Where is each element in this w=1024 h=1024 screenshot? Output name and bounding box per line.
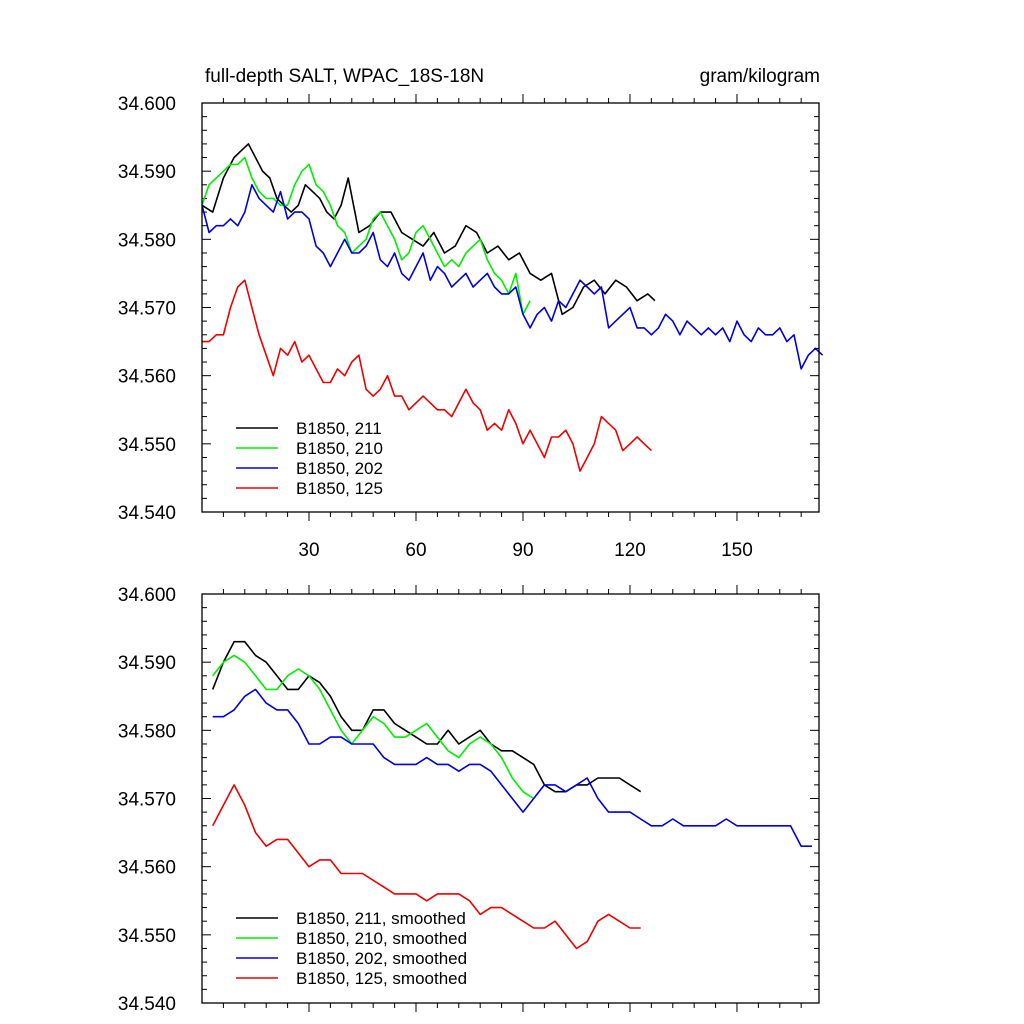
top-panel-ticks	[202, 94, 819, 521]
bottom-y-tick-label-34590: 34.590	[118, 653, 176, 674]
bottom-series-line-125	[211, 784, 641, 950]
top-panel-legend: B1850, 211 B1850, 210 B1850, 202 B1850, …	[236, 419, 383, 498]
top-series-line-211	[201, 143, 656, 316]
bottom-panel-y-tick-labels: 34.540 34.550 34.560 34.570 34.580 34.59…	[118, 585, 176, 1015]
top-panel: full-depth SALT, WPAC_18S-18N gram/kilog…	[118, 66, 824, 561]
top-legend-label-210: B1850, 210	[296, 439, 383, 458]
top-panel-x-tick-labels: 30 60 90 120 150	[298, 540, 752, 561]
top-series-line-210	[201, 156, 531, 316]
top-y-tick-label-34580: 34.580	[118, 230, 176, 251]
bottom-legend-label-210: B1850, 210, smoothed	[296, 929, 467, 948]
top-panel-title: full-depth SALT, WPAC_18S-18N	[205, 66, 484, 87]
top-panel-units: gram/kilogram	[700, 66, 820, 87]
top-series-line-202	[201, 184, 824, 370]
bottom-y-tick-label-34600: 34.600	[118, 585, 176, 606]
bottom-panel-frame	[201, 593, 820, 1004]
bottom-series-line-211	[211, 640, 642, 793]
top-series-line-125	[202, 279, 652, 472]
top-x-tick-label-120: 120	[614, 540, 646, 561]
bottom-panel: 34.540 34.550 34.560 34.570 34.580 34.59…	[118, 585, 820, 1015]
top-panel-frame	[201, 102, 820, 513]
top-panel-series	[201, 143, 824, 472]
bottom-legend-label-202: B1850, 202, smoothed	[296, 949, 467, 968]
top-y-tick-label-34590: 34.590	[118, 162, 176, 183]
top-x-tick-label-150: 150	[721, 540, 753, 561]
top-legend-label-211: B1850, 211	[296, 419, 382, 438]
bottom-y-tick-label-34560: 34.560	[118, 858, 176, 879]
top-y-tick-label-34570: 34.570	[118, 299, 176, 320]
bottom-legend-label-125: B1850, 125, smoothed	[296, 969, 467, 988]
top-legend-label-202: B1850, 202	[296, 459, 383, 478]
top-panel-y-tick-labels: 34.540 34.550 34.560 34.570 34.580 34.59…	[118, 94, 176, 524]
bottom-series-line-202	[212, 688, 812, 848]
top-y-tick-label-34560: 34.560	[118, 367, 176, 388]
top-y-tick-label-34540: 34.540	[118, 503, 176, 524]
top-x-tick-label-30: 30	[298, 540, 319, 561]
top-x-tick-label-90: 90	[512, 540, 533, 561]
bottom-panel-series	[211, 640, 812, 950]
bottom-y-tick-label-34580: 34.580	[118, 721, 176, 742]
bottom-panel-legend: B1850, 211, smoothed B1850, 210, smoothe…	[236, 909, 467, 988]
bottom-y-tick-label-34550: 34.550	[118, 926, 176, 947]
top-y-tick-label-34550: 34.550	[118, 435, 176, 456]
bottom-y-tick-label-34570: 34.570	[118, 790, 176, 811]
top-legend-label-125: B1850, 125	[296, 479, 383, 498]
bottom-legend-label-211: B1850, 211, smoothed	[296, 909, 466, 928]
bottom-series-line-210	[212, 654, 535, 800]
top-x-tick-label-60: 60	[405, 540, 426, 561]
top-y-tick-label-34600: 34.600	[118, 94, 176, 115]
bottom-y-tick-label-34540: 34.540	[118, 994, 176, 1015]
bottom-panel-ticks	[202, 585, 819, 1012]
